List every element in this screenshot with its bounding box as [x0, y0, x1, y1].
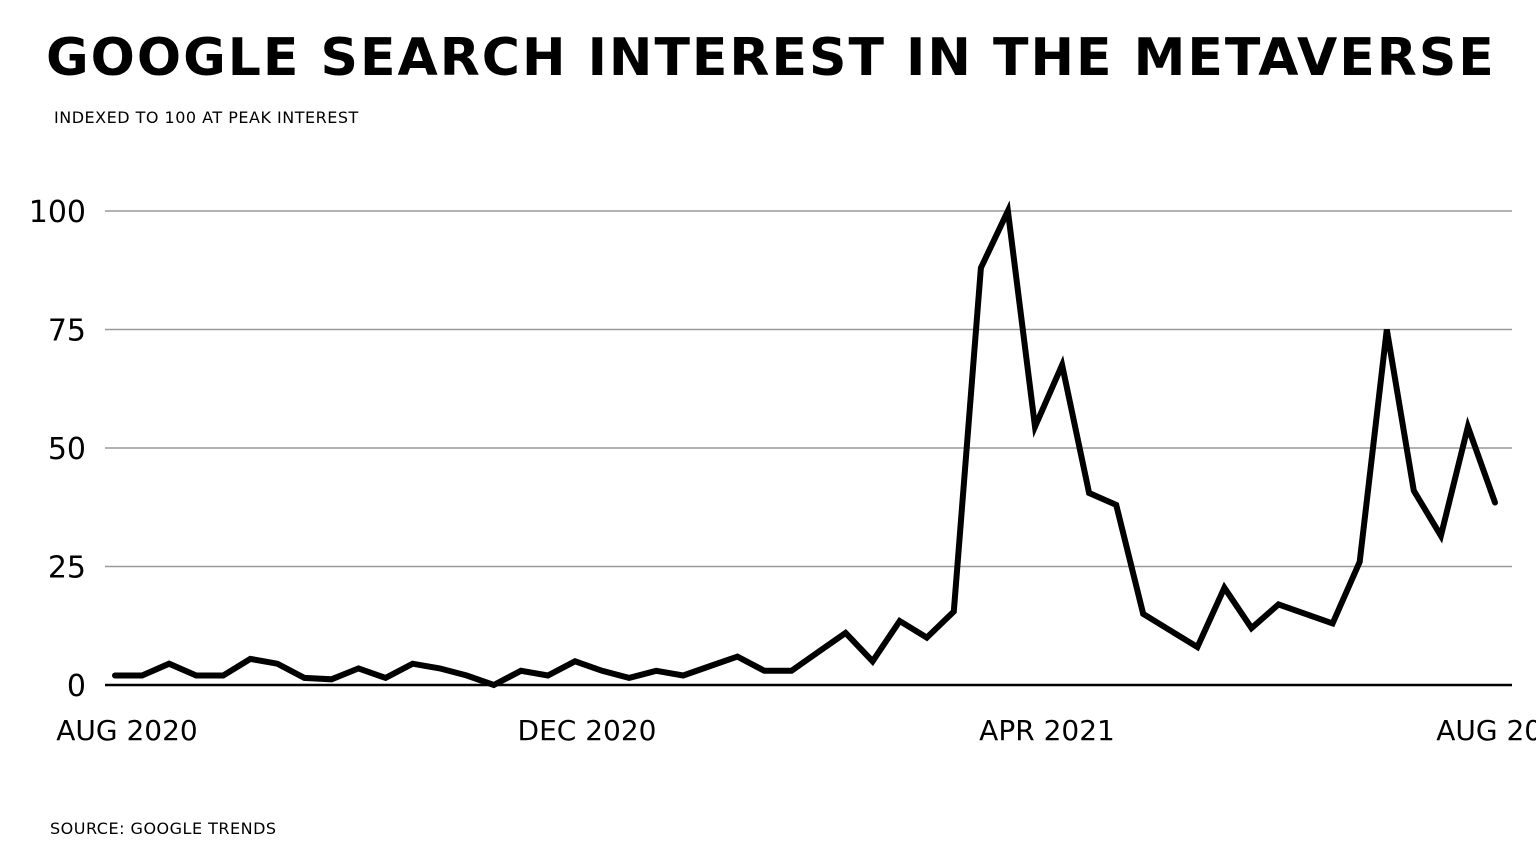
x-tick-label: DEC 2020 — [518, 714, 657, 747]
y-tick-label: 0 — [67, 669, 86, 704]
series-line-search-interest — [112, 200, 1498, 689]
chart-source: SOURCE: GOOGLE TRENDS — [50, 819, 277, 838]
chart-subtitle: INDEXED TO 100 AT PEAK INTEREST — [54, 108, 359, 127]
x-tick-label: AUG 2021 — [1436, 714, 1536, 747]
chart-title: GOOGLE SEARCH INTEREST IN THE METAVERSE — [46, 28, 1496, 88]
x-tick-label: AUG 2020 — [56, 714, 198, 747]
x-tick-label: APR 2021 — [979, 714, 1115, 747]
y-tick-label: 100 — [29, 195, 86, 230]
y-axis-ticks: 0 25 50 75 100 — [29, 195, 86, 704]
x-axis-ticks: AUG 2020 DEC 2020 APR 2021 AUG 2021 — [56, 714, 1536, 747]
y-tick-label: 75 — [48, 314, 86, 349]
grid-lines — [105, 210, 1512, 568]
y-tick-label: 50 — [48, 432, 86, 467]
y-tick-label: 25 — [48, 551, 86, 586]
